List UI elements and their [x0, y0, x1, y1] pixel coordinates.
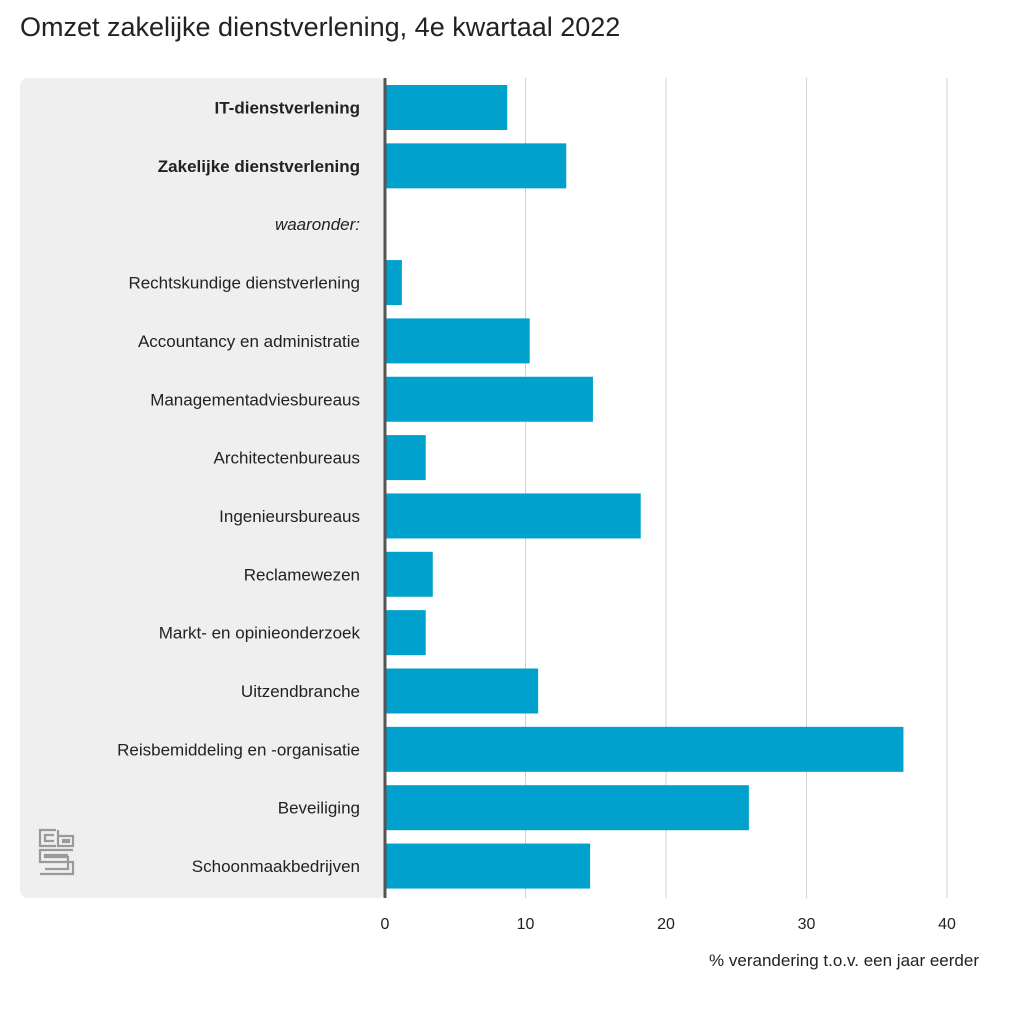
bar — [386, 376, 593, 422]
cbs-logo-icon — [38, 828, 75, 876]
bar — [386, 726, 904, 772]
chart-title: Omzet zakelijke dienstverlening, 4e kwar… — [20, 12, 621, 42]
category-label: Ingenieursbureaus — [219, 507, 360, 526]
category-label: Markt- en opinieonderzoek — [159, 624, 361, 643]
x-tick-label: 20 — [657, 916, 675, 933]
category-label: IT-dienstverlening — [215, 99, 360, 118]
bar — [386, 143, 567, 189]
category-label: Accountancy en administratie — [138, 332, 360, 351]
bar — [386, 318, 530, 364]
x-tick-label: 40 — [938, 916, 956, 933]
category-label: Zakelijke dienstverlening — [158, 157, 360, 176]
bar — [386, 668, 539, 714]
category-labels: IT-dienstverlening Zakelijke dienstverlen… — [117, 99, 360, 877]
category-label: Beveiliging — [278, 799, 360, 818]
bar — [386, 843, 591, 889]
x-tick-label: 10 — [517, 916, 535, 933]
category-label: Managementadviesbureaus — [150, 390, 360, 409]
bar — [386, 493, 641, 539]
label-panel — [20, 78, 386, 898]
x-tick-labels: 0 10 20 30 40 — [381, 916, 956, 933]
x-axis-title: % verandering t.o.v. een jaar eerder — [709, 951, 979, 970]
bar — [386, 610, 426, 656]
category-label: Architectenbureaus — [214, 449, 360, 468]
grid-lines — [525, 78, 948, 898]
bar — [386, 85, 508, 130]
category-label: Reisbemiddeling en -organisatie — [117, 740, 360, 759]
bar — [386, 551, 433, 597]
category-label: waaronder: — [275, 215, 360, 234]
category-label: Uitzendbranche — [241, 682, 360, 701]
bar — [386, 260, 402, 306]
category-label: Reclamewezen — [244, 565, 360, 584]
bar — [386, 785, 749, 831]
category-label: Rechtskundige dienstverlening — [128, 274, 360, 293]
x-tick-label: 30 — [798, 916, 816, 933]
bars — [386, 85, 904, 889]
category-label: Schoonmaakbedrijven — [192, 857, 360, 876]
bar — [386, 435, 426, 481]
x-tick-label: 0 — [381, 916, 390, 933]
